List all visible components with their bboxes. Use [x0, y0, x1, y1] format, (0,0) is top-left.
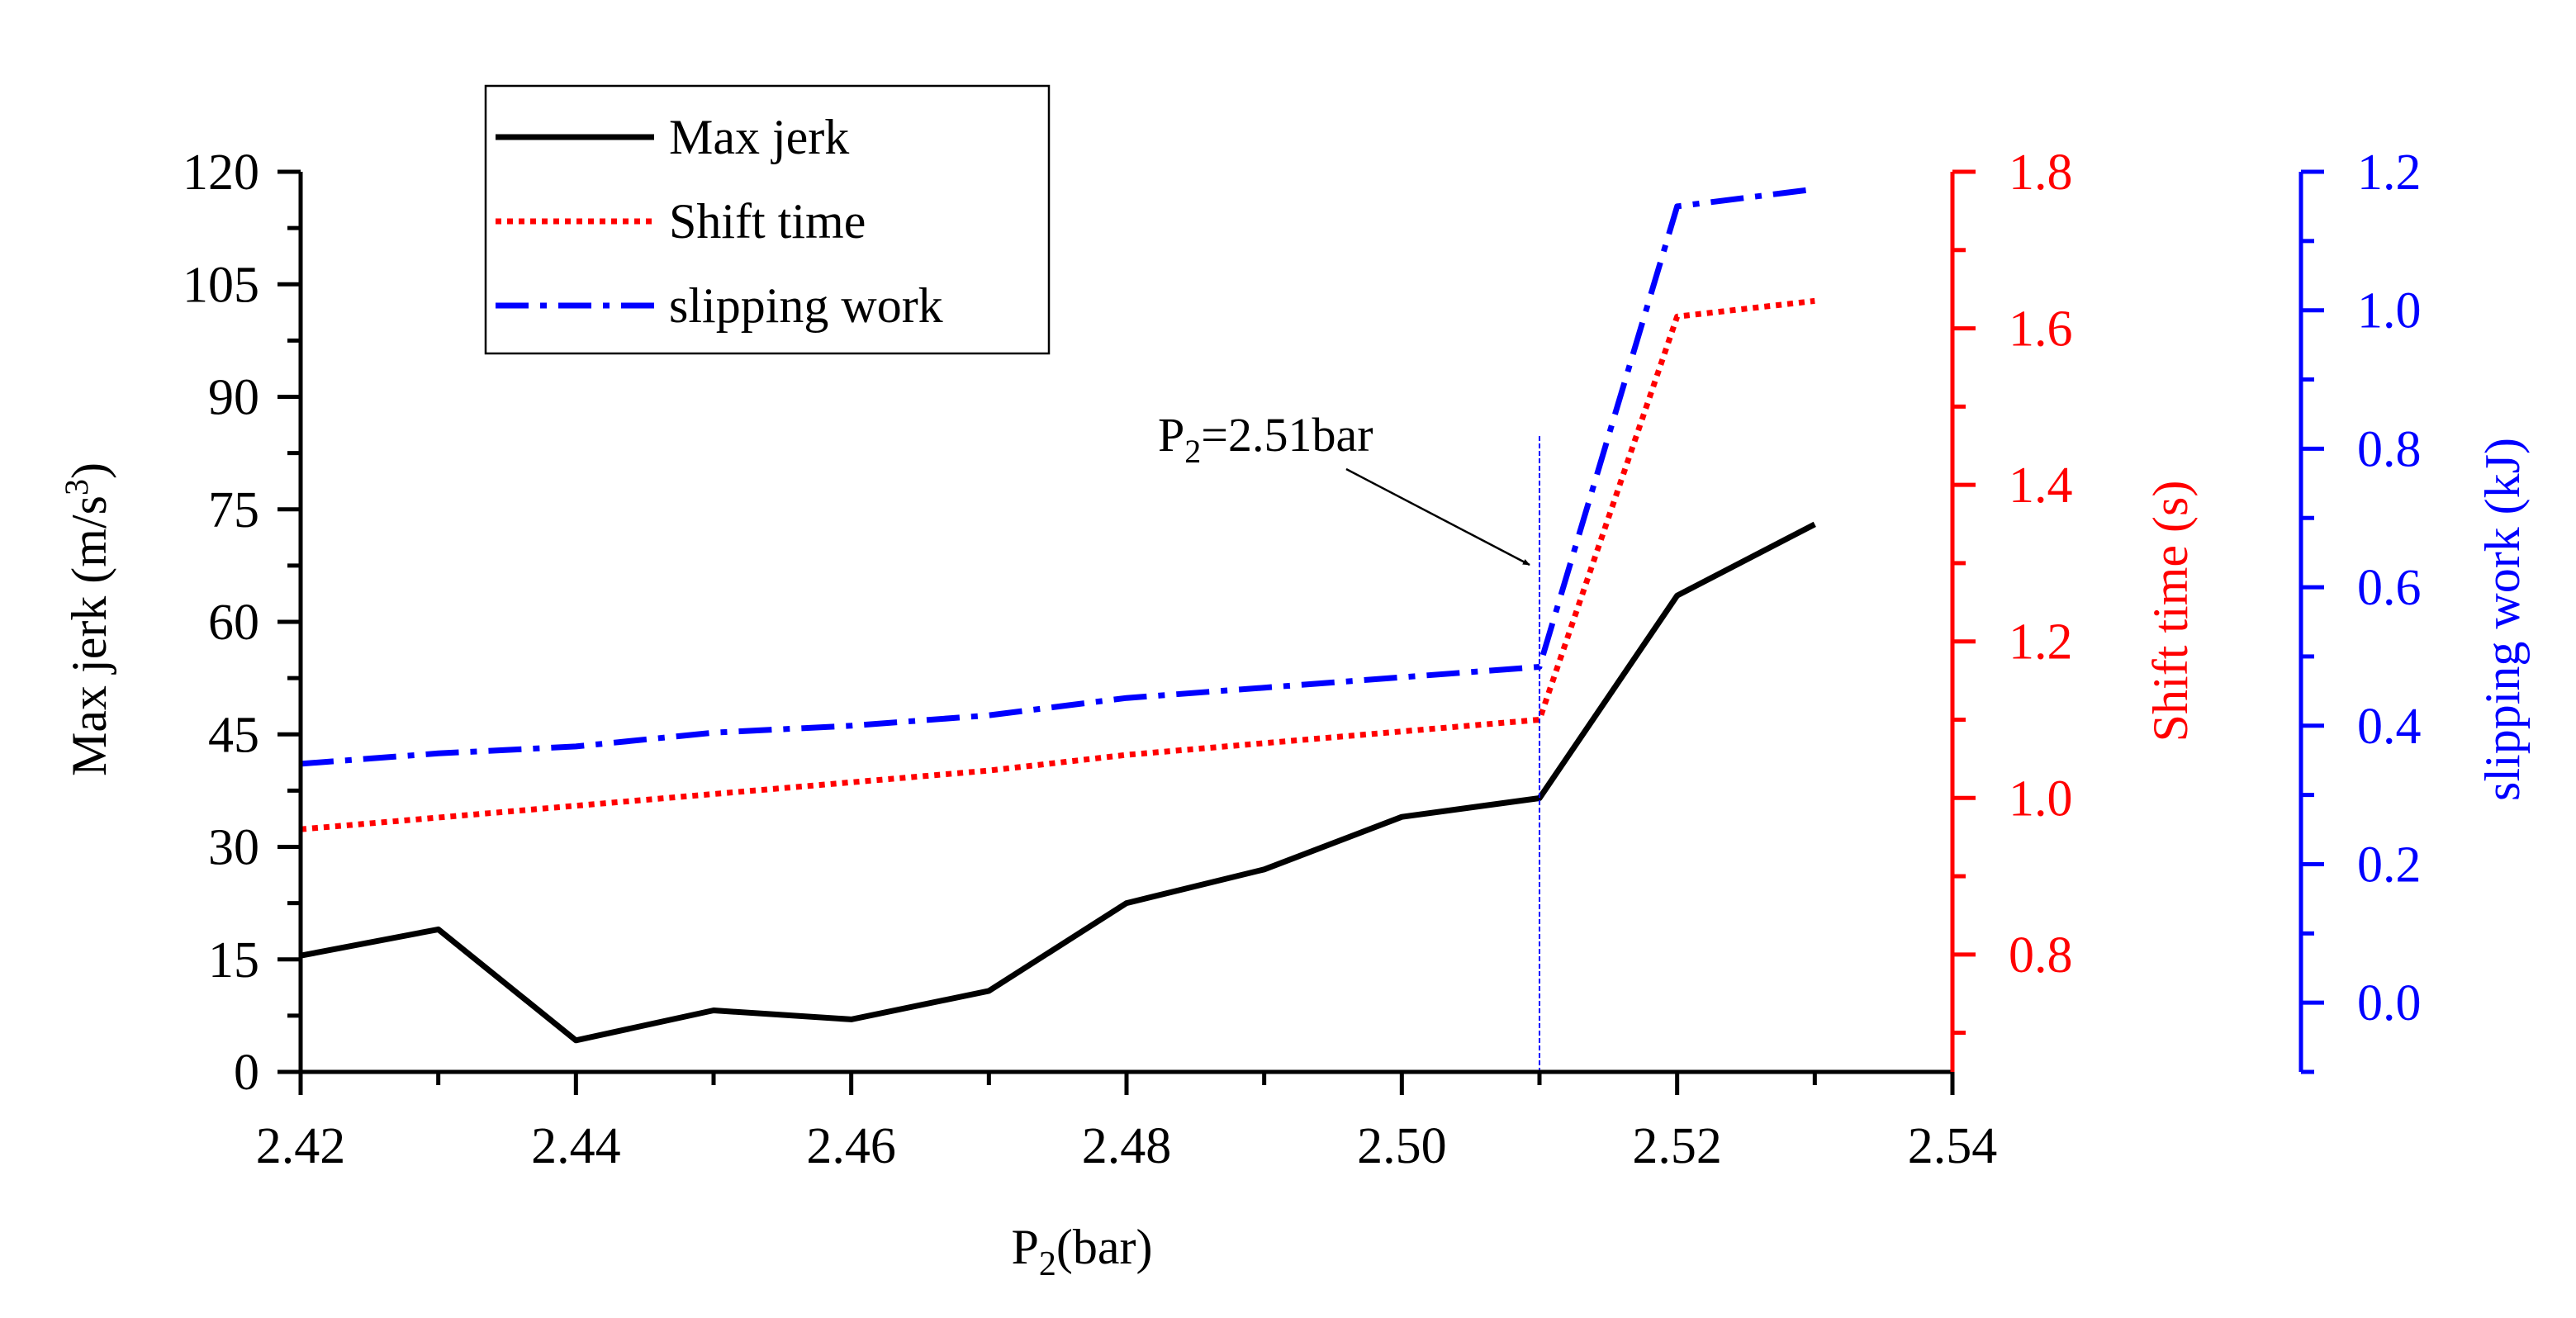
x-tick-label: 2.54 [1908, 1118, 1998, 1174]
right1-tick-label: 0.8 [2009, 927, 2073, 984]
x-tick-label: 2.48 [1082, 1118, 1172, 1174]
x-axis-label-rest: (bar) [1056, 1220, 1153, 1274]
shift-time-axis: 0.8 1.0 1.2 1.4 1.6 1.8 [1950, 145, 2073, 1072]
left-y-axis-label-rest: ) [62, 462, 116, 479]
left-tick-label: 105 [183, 257, 259, 313]
right1-tick-label: 1.4 [2009, 458, 2073, 514]
x-axis-label-sub: 2 [1039, 1245, 1056, 1283]
legend-label-shift-time: Shift time [669, 194, 866, 249]
right2-tick-label: 0.2 [2357, 837, 2422, 893]
annotation: P2=2.51bar [1158, 408, 1540, 1072]
left-tick-label: 0 [234, 1045, 259, 1101]
annotation-label-sub: 2 [1184, 433, 1201, 470]
annotation-label: P2=2.51bar [1158, 408, 1373, 470]
series-max-jerk [300, 521, 1816, 1044]
series-layer [300, 186, 1816, 1044]
left-y-axis-label: Max jerk (m/s3) [58, 462, 116, 776]
right1-tick-label: 1.8 [2009, 145, 2073, 201]
right1-tick-label: 1.0 [2009, 770, 2073, 827]
right2-tick-label: 0.4 [2357, 699, 2422, 755]
right2-tick-label: 1.2 [2357, 145, 2422, 201]
series-slipping-work [300, 186, 1815, 767]
annotation-label-rest: =2.51bar [1201, 408, 1373, 462]
x-tick-label: 2.50 [1357, 1118, 1447, 1174]
x-tick-label: 2.52 [1632, 1118, 1722, 1174]
right2-tick-label: 0.8 [2357, 421, 2422, 477]
left-tick-label: 45 [208, 707, 259, 763]
slipping-work-axis-label: slipping work (kJ) [2475, 438, 2530, 801]
left-tick-label: 60 [208, 595, 259, 651]
left-y-axis-label-main: Max jerk (m/s [62, 495, 116, 776]
right2-tick-label: 0.6 [2357, 560, 2422, 616]
legend-label-max-jerk: Max jerk [669, 110, 849, 164]
slipping-work-axis: 0.0 0.2 0.4 0.6 0.8 1.0 1.2 [2298, 145, 2422, 1074]
x-axis-label-main: P [1012, 1220, 1039, 1274]
x-tick-label: 2.44 [531, 1118, 621, 1174]
x-axis: 2.42 2.44 2.46 2.48 2.50 2.52 2.54 [256, 1069, 1998, 1174]
legend-label-slipping-work: slipping work [669, 278, 943, 333]
shift-time-axis-label: Shift time (s) [2143, 481, 2198, 742]
left-tick-label: 30 [208, 820, 259, 876]
annotation-label-main: P [1158, 408, 1184, 462]
x-tick-label: 2.42 [256, 1118, 346, 1174]
left-tick-label: 75 [208, 482, 259, 538]
left-y-axis-label-sup: 3 [58, 479, 95, 495]
left-y-axis: 0 15 30 45 60 75 90 105 120 [183, 145, 303, 1101]
x-axis-label: P2(bar) [1012, 1220, 1153, 1283]
left-tick-label: 90 [208, 370, 259, 426]
left-tick-label: 120 [183, 145, 259, 201]
series-shift-time [300, 297, 1815, 832]
right1-tick-label: 1.2 [2009, 614, 2073, 671]
annotation-arrow [1345, 467, 1530, 567]
right1-tick-label: 1.6 [2009, 301, 2073, 358]
right2-tick-label: 0.0 [2357, 975, 2422, 1031]
x-tick-label: 2.46 [806, 1118, 896, 1174]
left-tick-label: 15 [208, 932, 259, 988]
right2-tick-label: 1.0 [2357, 283, 2422, 339]
legend: Max jerk Shift time slipping work [484, 84, 1051, 355]
